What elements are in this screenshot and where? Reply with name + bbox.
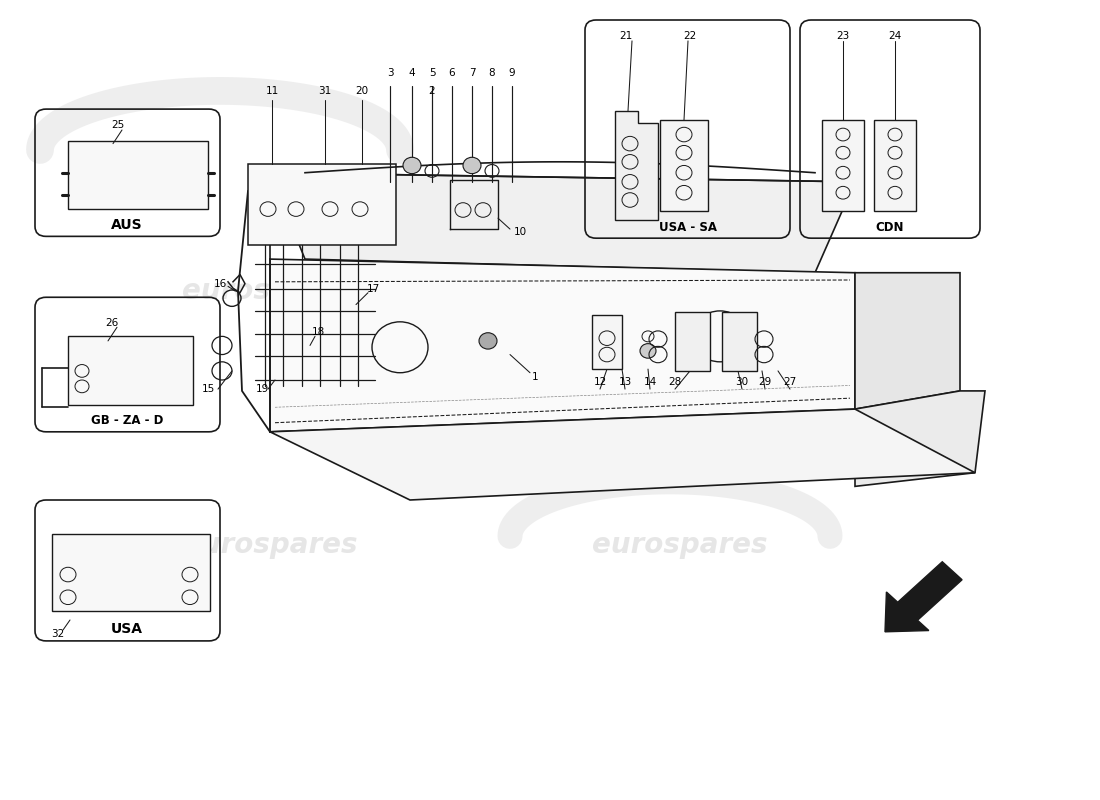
Text: GB - ZA - D: GB - ZA - D <box>91 414 163 427</box>
Polygon shape <box>270 173 855 273</box>
Text: eurospares: eurospares <box>592 277 768 305</box>
Text: 2: 2 <box>429 86 436 96</box>
Polygon shape <box>855 273 960 409</box>
Text: 16: 16 <box>213 278 227 289</box>
Text: 1: 1 <box>531 372 538 382</box>
Text: 7: 7 <box>469 68 475 78</box>
Text: 8: 8 <box>488 68 495 78</box>
Text: 20: 20 <box>355 86 368 96</box>
Text: 28: 28 <box>669 377 682 387</box>
Bar <box>874 120 916 211</box>
Bar <box>675 312 710 371</box>
Text: 18: 18 <box>311 327 324 337</box>
Text: 13: 13 <box>618 377 631 387</box>
Bar <box>52 534 210 611</box>
Text: 21: 21 <box>619 31 632 42</box>
Text: 19: 19 <box>255 384 268 394</box>
Text: 6: 6 <box>449 68 455 78</box>
Text: 32: 32 <box>52 629 65 638</box>
Text: 15: 15 <box>201 384 214 394</box>
Text: 10: 10 <box>514 227 527 237</box>
Bar <box>68 141 208 209</box>
Text: CDN: CDN <box>876 221 904 234</box>
Text: eurospares: eurospares <box>183 531 358 559</box>
Text: 3: 3 <box>387 68 394 78</box>
Circle shape <box>478 333 497 349</box>
Polygon shape <box>270 409 975 500</box>
Text: 29: 29 <box>758 377 771 387</box>
Text: 12: 12 <box>593 377 606 387</box>
Text: eurospares: eurospares <box>592 531 768 559</box>
Text: 17: 17 <box>366 284 379 294</box>
Polygon shape <box>270 259 855 432</box>
Text: 14: 14 <box>644 377 657 387</box>
Polygon shape <box>615 111 658 220</box>
Text: 30: 30 <box>736 377 749 387</box>
Bar <box>248 164 396 246</box>
Polygon shape <box>855 391 984 486</box>
Text: 23: 23 <box>836 31 849 42</box>
Text: USA - SA: USA - SA <box>659 221 717 234</box>
Text: AUS: AUS <box>111 218 143 233</box>
Bar <box>592 314 622 369</box>
Bar <box>822 120 864 211</box>
Text: 9: 9 <box>508 68 515 78</box>
Text: 11: 11 <box>265 86 278 96</box>
Text: 24: 24 <box>889 31 902 42</box>
Text: 4: 4 <box>409 68 416 78</box>
Bar <box>722 312 757 371</box>
Text: 27: 27 <box>783 377 796 387</box>
Circle shape <box>403 158 421 174</box>
Text: 5: 5 <box>429 68 436 78</box>
Text: 22: 22 <box>683 31 696 42</box>
Polygon shape <box>886 562 962 632</box>
Text: 31: 31 <box>318 86 331 96</box>
Text: eurospares: eurospares <box>183 277 358 305</box>
Text: 26: 26 <box>106 318 119 328</box>
Text: USA: USA <box>111 622 143 636</box>
Circle shape <box>463 158 481 174</box>
Circle shape <box>640 344 656 358</box>
Bar <box>68 336 192 405</box>
Text: 25: 25 <box>111 121 124 130</box>
Bar <box>660 120 708 211</box>
